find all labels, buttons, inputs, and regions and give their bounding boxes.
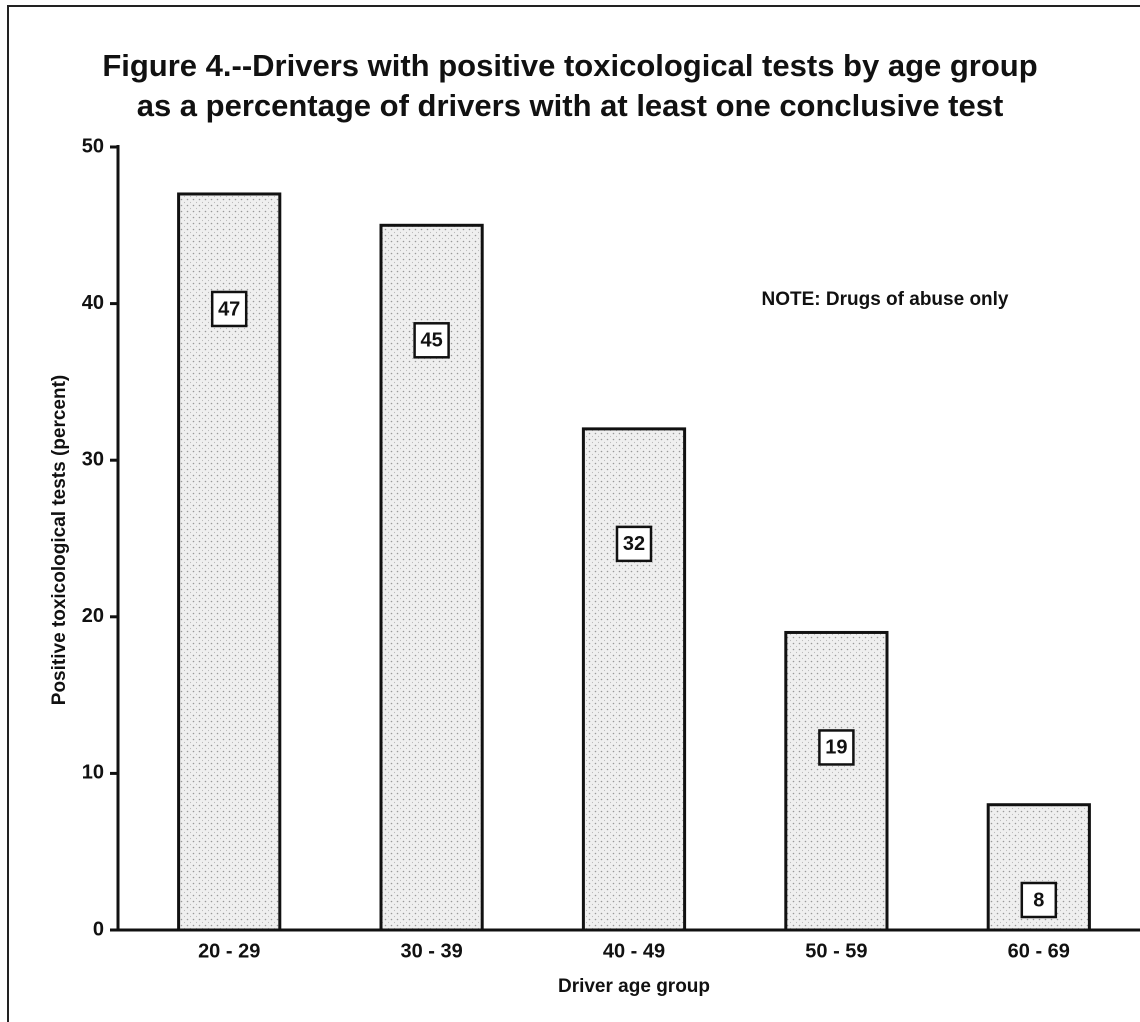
value-label: 8 (1033, 889, 1044, 911)
y-tick-label: 30 (82, 448, 104, 470)
value-label: 19 (825, 737, 847, 759)
y-tick-label: 50 (82, 135, 104, 157)
x-tick-label: 60 - 69 (1008, 940, 1070, 962)
y-tick-label: 20 (82, 605, 104, 627)
value-label-box (1020, 881, 1058, 919)
value-label-box (615, 525, 653, 563)
chart-title: Figure 4.--Drivers with positive toxicol… (102, 48, 1037, 83)
value-label: 47 (218, 298, 240, 320)
chart-subtitle: as a percentage of drivers with at least… (137, 88, 1004, 123)
y-tick-label: 0 (93, 918, 104, 940)
y-tick-label: 10 (82, 762, 104, 784)
bar (784, 630, 889, 932)
x-tick-label: 50 - 59 (805, 940, 867, 962)
x-axis-label: Driver age group (558, 976, 710, 997)
value-label-box (413, 322, 450, 359)
note: NOTE: Drugs of abuse only (761, 289, 1008, 310)
value-label: 32 (623, 533, 645, 555)
x-tick-label: 40 - 49 (603, 940, 665, 962)
y-axis-label: Positive toxicological tests (percent) (49, 375, 70, 705)
bar (581, 427, 687, 932)
frame (7, 5, 1140, 1022)
value-label-box (818, 729, 855, 766)
x-tick-label: 30 - 39 (400, 940, 462, 962)
value-label-box (210, 290, 248, 328)
bar (379, 223, 484, 932)
y-tick-label: 40 (82, 292, 104, 314)
x-tick-label: 20 - 29 (198, 940, 260, 962)
value-label: 45 (420, 330, 442, 352)
